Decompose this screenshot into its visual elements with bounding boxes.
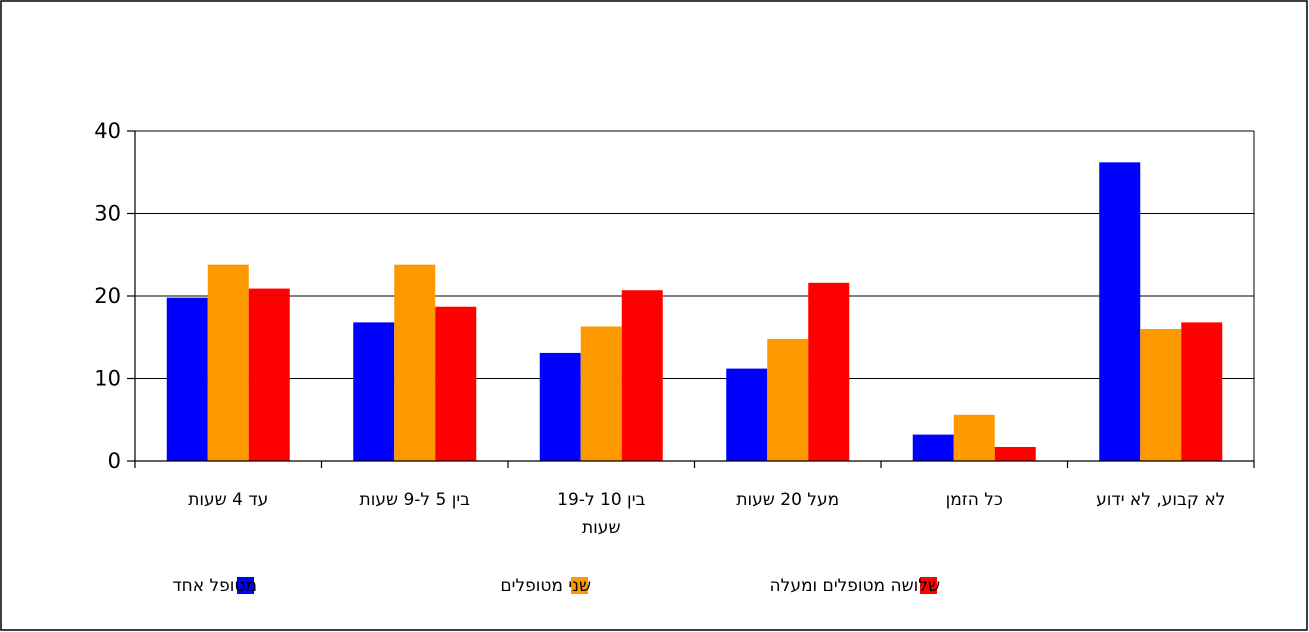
y-tick-label: 40 — [94, 119, 121, 143]
y-tick-label: 20 — [94, 284, 121, 308]
legend-label: שלושה מטופלים ומעלה — [770, 576, 940, 596]
legend-swatch — [571, 577, 588, 594]
plot-area: 0 10 20 30 40 עד 4 שעות בין 5 ל-9 שעות בין 10 ל… — [94, 119, 1255, 538]
x-tick-label: לא קבוע, לא ידוע — [1096, 490, 1225, 510]
x-tick-label: עד 4 שעות — [188, 490, 268, 510]
x-tick-label: בין 10 ל-19 שעות — [557, 490, 645, 538]
bar — [767, 338, 809, 461]
legend-swatch — [237, 577, 254, 594]
bar — [808, 282, 850, 461]
bar — [248, 288, 290, 461]
bar — [621, 290, 663, 461]
bar — [353, 322, 395, 461]
y-tick-label: 10 — [94, 367, 121, 391]
y-tick-label: 0 — [108, 449, 121, 473]
bar — [1099, 162, 1141, 461]
bar — [953, 414, 995, 461]
x-tick-label-line: לא קבוע, לא ידוע — [1096, 490, 1225, 510]
x-tick-label: כל הזמן — [946, 490, 1003, 510]
x-tick-label-line: שעות — [582, 518, 621, 538]
bar — [994, 446, 1036, 461]
bar — [1140, 329, 1182, 461]
bar — [1181, 322, 1223, 461]
bar — [394, 264, 436, 461]
bar — [539, 352, 581, 461]
x-tick-label: בין 5 ל-9 שעות — [360, 490, 471, 510]
x-tick-label-line: עד 4 שעות — [188, 490, 268, 510]
x-tick-label: מעל 20 שעות — [736, 490, 839, 510]
bar — [726, 368, 768, 461]
y-tick-label: 30 — [94, 202, 121, 226]
x-tick-label-line: מעל 20 שעות — [736, 490, 839, 510]
legend-swatch — [920, 577, 937, 594]
bar — [166, 297, 208, 461]
legend-label: שני מטופלים — [500, 576, 591, 596]
x-tick-label-line: בין 10 ל-19 — [557, 490, 645, 510]
legend-label: מטופל אחד — [172, 576, 257, 596]
bar — [435, 306, 477, 461]
x-tick-label-line: בין 5 ל-9 שעות — [360, 490, 471, 510]
x-tick-label-line: כל הזמן — [946, 490, 1003, 510]
bar — [912, 434, 954, 461]
bar — [580, 326, 622, 461]
legend: מטופל אחד שני מטופלים שלושה מטופלים ומעלה — [172, 576, 940, 596]
bar — [207, 264, 249, 461]
